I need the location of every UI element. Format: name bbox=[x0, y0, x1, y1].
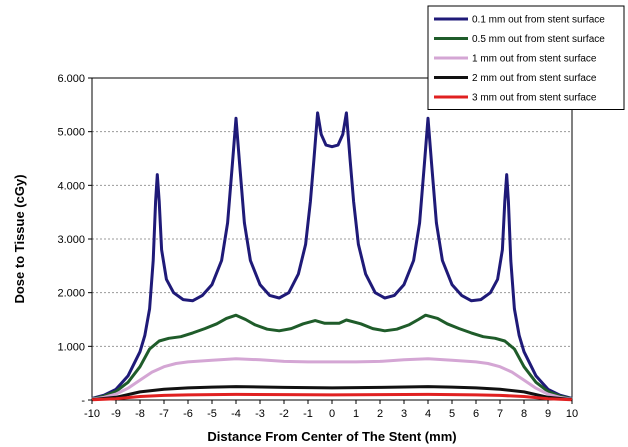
x-tick-label: -6 bbox=[183, 408, 193, 420]
x-tick-label: 4 bbox=[425, 408, 431, 420]
series-line bbox=[91, 313, 573, 401]
x-tick-label: 8 bbox=[521, 408, 527, 420]
series-line bbox=[91, 111, 573, 400]
x-axis-label: Distance From Center of The Stent (mm) bbox=[207, 429, 456, 444]
x-tick-label: 7 bbox=[497, 408, 503, 420]
legend: 0.1 mm out from stent surface 0.5 mm out … bbox=[427, 5, 625, 110]
x-tick-label: -2 bbox=[279, 408, 289, 420]
series-line bbox=[91, 392, 573, 402]
y-tick-label: 5.000 bbox=[57, 127, 85, 139]
x-tick-label: 1 bbox=[353, 408, 359, 420]
y-tick-label: 2.000 bbox=[57, 288, 85, 300]
x-tick-label: 10 bbox=[566, 408, 578, 420]
y-tick-label: 4.000 bbox=[57, 180, 85, 192]
x-tick-label: -5 bbox=[207, 408, 217, 420]
x-tick-label: 5 bbox=[449, 408, 455, 420]
legend-entry: 0.5 mm out from stent surface bbox=[472, 34, 605, 45]
series-line bbox=[91, 357, 573, 401]
y-tick-label: 6.000 bbox=[57, 73, 85, 85]
legend-entry: 0.1 mm out from stent surface bbox=[472, 15, 605, 26]
x-tick-label: -3 bbox=[255, 408, 265, 420]
x-tick-label: 6 bbox=[473, 408, 479, 420]
x-axis-ticks: -10 -9 -8 -7 -6 -5 -4 -3 -2 -1 0 1 2 3 4 5 6 7 8 9 10 bbox=[84, 400, 578, 420]
x-tick-label: 3 bbox=[401, 408, 407, 420]
x-tick-label: 0 bbox=[329, 408, 335, 420]
y-tick-label: 3.000 bbox=[57, 234, 85, 246]
y-axis-label: Dose to Tissue (cGy) bbox=[12, 174, 27, 303]
x-tick-label: -4 bbox=[231, 408, 241, 420]
x-tick-label: 9 bbox=[545, 408, 551, 420]
series-lines bbox=[91, 111, 573, 402]
x-tick-label: 2 bbox=[377, 408, 383, 420]
x-tick-label: -9 bbox=[111, 408, 121, 420]
legend-entry: 1 mm out from stent surface bbox=[472, 54, 597, 65]
x-tick-label: -8 bbox=[135, 408, 145, 420]
x-tick-label: -1 bbox=[303, 408, 313, 420]
y-tick-label: - bbox=[81, 395, 85, 407]
y-axis-ticks: - 1.000 2.000 3.000 4.000 5.000 6.000 bbox=[57, 73, 92, 407]
series-line bbox=[91, 385, 573, 402]
x-tick-label: -10 bbox=[84, 408, 100, 420]
y-tick-label: 1.000 bbox=[57, 341, 85, 353]
x-tick-label: -7 bbox=[159, 408, 169, 420]
legend-entry: 3 mm out from stent surface bbox=[472, 93, 597, 104]
legend-entry: 2 mm out from stent surface bbox=[472, 73, 597, 84]
